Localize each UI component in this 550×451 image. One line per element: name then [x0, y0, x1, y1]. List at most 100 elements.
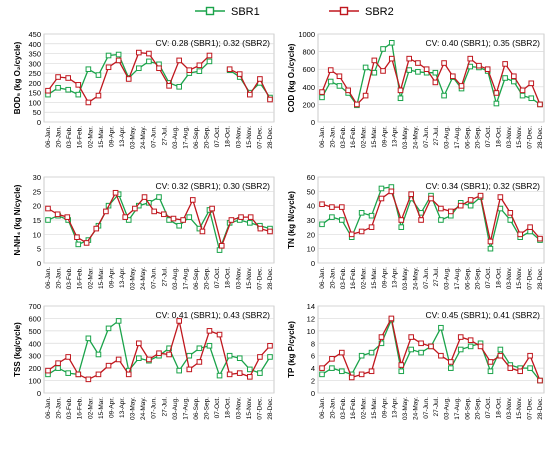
data-point — [45, 87, 51, 94]
data-point — [146, 50, 152, 57]
series-line-sbr2 — [47, 51, 271, 104]
y-tick-label: 60 — [307, 173, 315, 182]
data-point — [176, 367, 182, 374]
data-point — [93, 225, 100, 232]
data-point — [398, 217, 405, 223]
data-point — [186, 366, 193, 373]
data-point — [484, 66, 491, 73]
data-point — [398, 362, 405, 368]
x-tick-label: 03-Feb. — [340, 397, 347, 420]
data-point — [497, 194, 504, 200]
cv-annotation: CV: 0.40 (SBR1); 0.35 (SBR2) — [426, 38, 541, 48]
x-tick-label: 16-Feb. — [350, 267, 357, 290]
y-axis-label: COD (kg O₂/cycle) — [287, 43, 296, 112]
x-tick-label: 06-Jan. — [45, 126, 52, 148]
legend-label-sbr1: SBR1 — [231, 6, 260, 18]
data-point — [467, 202, 474, 209]
y-tick-label: 1000 — [298, 30, 315, 39]
x-tick-label: 20-Jan. — [56, 267, 63, 289]
data-point — [519, 87, 526, 94]
data-point — [64, 214, 71, 220]
data-point — [467, 197, 474, 203]
data-point — [319, 201, 325, 208]
x-tick-label: 15-Mar. — [371, 397, 378, 419]
x-tick-label: 18-Oct. — [225, 267, 232, 289]
data-point — [502, 61, 508, 67]
data-point — [348, 231, 355, 238]
y-tick-label: 400 — [28, 339, 41, 348]
x-tick-label: 24-May. — [140, 126, 147, 149]
series-sbr2 — [45, 49, 273, 106]
data-point — [75, 371, 82, 378]
y-tick-label: 10 — [33, 230, 41, 239]
data-point — [151, 208, 157, 215]
x-tick-label: 18-Oct. — [225, 397, 232, 419]
data-point — [156, 350, 162, 357]
series-sbr2 — [45, 318, 273, 383]
data-point — [196, 359, 203, 365]
y-tick-label: 700 — [28, 302, 41, 311]
data-point — [206, 328, 213, 334]
data-point — [528, 95, 535, 102]
data-point — [45, 217, 51, 223]
data-point — [406, 55, 412, 62]
x-tick-label: 03-May. — [130, 397, 137, 420]
x-tick-label: 17-Aug. — [182, 267, 189, 290]
x-tick-label: 06-Sep. — [464, 267, 471, 290]
data-point — [378, 185, 385, 192]
data-point — [345, 87, 351, 94]
y-tick-label: 8 — [311, 339, 315, 348]
data-point — [65, 86, 71, 93]
x-tick-label: 06-Jan. — [319, 126, 326, 148]
x-tick-label: 07-Dec. — [527, 397, 534, 420]
x-tick-label: 17-Aug. — [182, 397, 189, 420]
data-point — [136, 65, 142, 72]
y-tick-label: 0 — [311, 118, 315, 127]
y-tick-label: 5 — [37, 245, 41, 254]
data-point — [115, 318, 122, 324]
x-tick-label: 07-Dec. — [256, 126, 263, 149]
x-tick-label: 13-Apr. — [119, 267, 126, 288]
x-tick-label: 15-Nov. — [516, 267, 523, 289]
data-point — [415, 60, 421, 66]
data-point — [75, 91, 82, 98]
data-point — [136, 355, 142, 361]
x-tick-label: 03-Aug. — [172, 126, 179, 149]
x-tick-label: 09-Apr. — [108, 126, 115, 147]
data-point — [257, 354, 263, 360]
y-tick-label: 600 — [28, 314, 41, 323]
x-tick-label: 24-May. — [140, 267, 147, 290]
data-point — [236, 370, 243, 376]
data-point — [95, 351, 102, 358]
x-tick-label: 20-Sep. — [475, 126, 482, 149]
data-point — [85, 335, 92, 342]
data-point — [358, 352, 365, 359]
data-point — [115, 57, 122, 64]
data-point — [380, 46, 386, 52]
data-point — [378, 195, 385, 202]
data-point — [226, 66, 233, 73]
data-point — [45, 367, 51, 374]
data-point — [418, 217, 424, 223]
data-point — [450, 73, 456, 80]
x-tick-label: 13-Apr. — [392, 126, 399, 147]
data-point — [218, 243, 225, 249]
data-point — [432, 69, 439, 76]
x-tick-label: 20-Jan. — [329, 397, 336, 419]
legend-marker-sbr1 — [205, 6, 215, 16]
x-tick-label: 28-Dec. — [537, 126, 544, 149]
x-tick-label: 20-Sep. — [204, 267, 211, 290]
legend-marker-sbr2 — [339, 6, 349, 16]
data-point — [467, 343, 474, 350]
data-point — [161, 211, 167, 218]
x-tick-label: 18-Oct. — [495, 267, 502, 289]
data-point — [206, 342, 213, 349]
series-sbr1 — [45, 191, 273, 253]
x-tick-label: 07-Jun. — [151, 126, 158, 148]
data-point — [176, 57, 182, 64]
data-point — [136, 340, 142, 347]
data-point — [388, 40, 395, 46]
data-point — [477, 192, 484, 199]
x-tick-label: 18-Oct. — [225, 126, 232, 148]
data-point — [196, 62, 203, 69]
